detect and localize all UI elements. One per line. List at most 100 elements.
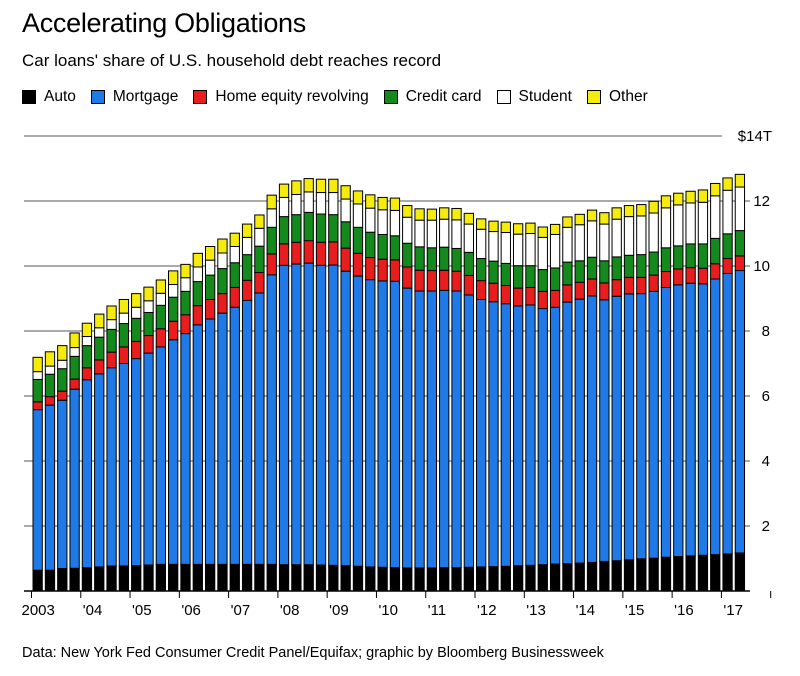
x-tick-label: '17 xyxy=(723,602,743,619)
bar-stack xyxy=(426,208,438,592)
bar-stack xyxy=(525,222,536,592)
legend-label-home-equity: Home equity revolving xyxy=(215,88,369,105)
legend-swatch-mortgage xyxy=(90,90,105,104)
bar-segment-student xyxy=(328,192,339,216)
bar-segment-home-equity-revolving xyxy=(44,396,56,406)
bar-segment-other xyxy=(352,190,364,205)
bar-segment-other xyxy=(229,232,240,248)
bar-stack xyxy=(81,322,93,592)
bar-segment-student xyxy=(389,209,401,237)
bar-segment-mortgage xyxy=(106,367,117,567)
bar-segment-credit-card xyxy=(549,267,561,291)
bar-segment-other xyxy=(168,270,179,286)
bar-segment-credit-card xyxy=(525,265,536,288)
y-tick-label: 12 xyxy=(753,193,770,210)
bar-segment-mortgage xyxy=(574,298,585,564)
bar-segment-other xyxy=(69,332,80,349)
bar-stack xyxy=(451,207,462,592)
bar-stack xyxy=(69,332,80,592)
bar-segment-auto xyxy=(636,558,647,592)
bar-segment-mortgage xyxy=(241,299,253,565)
bar-segment-other xyxy=(254,214,265,229)
bar-segment-home-equity-revolving xyxy=(106,351,117,369)
bar-segment-mortgage xyxy=(722,272,733,555)
bar-segment-auto xyxy=(241,563,253,592)
bar-segment-home-equity-revolving xyxy=(574,281,585,300)
bar-segment-auto xyxy=(340,565,351,592)
bar-segment-mortgage xyxy=(599,299,610,562)
bar-segment-other xyxy=(131,293,142,308)
bar-segment-home-equity-revolving xyxy=(377,258,388,282)
bar-stack xyxy=(94,313,105,592)
legend-item-home-equity: Home equity revolving xyxy=(193,88,369,106)
bar-segment-mortgage xyxy=(586,295,598,563)
bar-segment-home-equity-revolving xyxy=(439,269,450,291)
bar-segment-home-equity-revolving xyxy=(636,276,647,295)
bar-segment-auto xyxy=(512,565,524,592)
bar-segment-credit-card xyxy=(278,216,290,245)
bar-segment-other xyxy=(106,305,117,321)
bar-segment-mortgage xyxy=(155,346,166,565)
bar-segment-mortgage xyxy=(451,290,462,569)
bar-segment-auto xyxy=(352,565,364,592)
bar-segment-other xyxy=(710,182,721,197)
bar-stack xyxy=(106,305,117,592)
bar-segment-credit-card xyxy=(328,214,339,243)
y-tick-label: 8 xyxy=(762,323,770,340)
bar-segment-home-equity-revolving xyxy=(463,274,475,296)
bar-stack xyxy=(574,213,585,592)
bar-segment-mortgage xyxy=(389,280,401,569)
bar-segment-other xyxy=(291,180,302,196)
bar-segment-student xyxy=(155,292,166,306)
bar-segment-other xyxy=(57,345,68,361)
bar-segment-home-equity-revolving xyxy=(229,286,240,308)
bar-segment-other xyxy=(426,208,438,221)
bar-segment-mortgage xyxy=(377,280,388,568)
bar-segment-other xyxy=(562,216,573,228)
legend-label-mortgage: Mortgage xyxy=(112,88,179,105)
bar-segment-student xyxy=(204,259,216,276)
bar-segment-auto xyxy=(204,563,216,592)
y-tick-label: 6 xyxy=(762,388,770,405)
bar-segment-home-equity-revolving xyxy=(303,240,314,264)
bar-segment-other xyxy=(660,195,672,209)
y-axis-labels: 2 4 6 8 10 12 $14T xyxy=(738,128,772,535)
bar-segment-mortgage xyxy=(463,294,475,568)
bar-segment-student xyxy=(722,189,733,235)
bar-segment-student xyxy=(44,365,56,375)
bar-segment-credit-card xyxy=(180,290,191,316)
bar-stack xyxy=(488,220,499,592)
bar-segment-other xyxy=(439,207,450,220)
bar-segment-credit-card xyxy=(254,245,265,274)
bar-segment-credit-card xyxy=(488,260,499,284)
bar-segment-auto xyxy=(389,567,401,592)
bar-segment-auto xyxy=(229,563,240,592)
bar-segment-auto xyxy=(562,563,573,592)
bar-segment-mortgage xyxy=(57,399,68,570)
bar-stack xyxy=(562,216,573,592)
bar-stack xyxy=(697,189,709,592)
bar-segment-credit-card xyxy=(94,336,105,361)
bar-segment-other xyxy=(402,205,413,218)
bar-segment-credit-card xyxy=(500,262,511,286)
bar-segment-auto xyxy=(44,569,56,592)
bar-stack xyxy=(131,293,142,592)
bar-segment-student xyxy=(254,227,265,247)
bar-segment-credit-card xyxy=(365,231,376,259)
bar-segment-credit-card xyxy=(303,211,314,242)
bar-segment-other xyxy=(500,221,511,234)
bar-segment-auto xyxy=(525,564,536,592)
x-tick-label: '08 xyxy=(280,602,300,619)
bar-segment-home-equity-revolving xyxy=(291,241,302,265)
bar-segment-auto xyxy=(57,568,68,592)
bar-stack xyxy=(365,194,376,592)
bar-segment-student xyxy=(537,236,548,271)
bar-segment-auto xyxy=(94,566,105,592)
bar-segment-mortgage xyxy=(549,306,561,565)
bar-segment-mortgage xyxy=(44,404,56,571)
bar-segment-student xyxy=(685,202,696,245)
chart-title: Accelerating Obligations xyxy=(22,8,306,38)
bar-segment-student xyxy=(118,312,130,325)
bar-segment-credit-card xyxy=(155,304,166,330)
bar-stack xyxy=(710,182,721,592)
